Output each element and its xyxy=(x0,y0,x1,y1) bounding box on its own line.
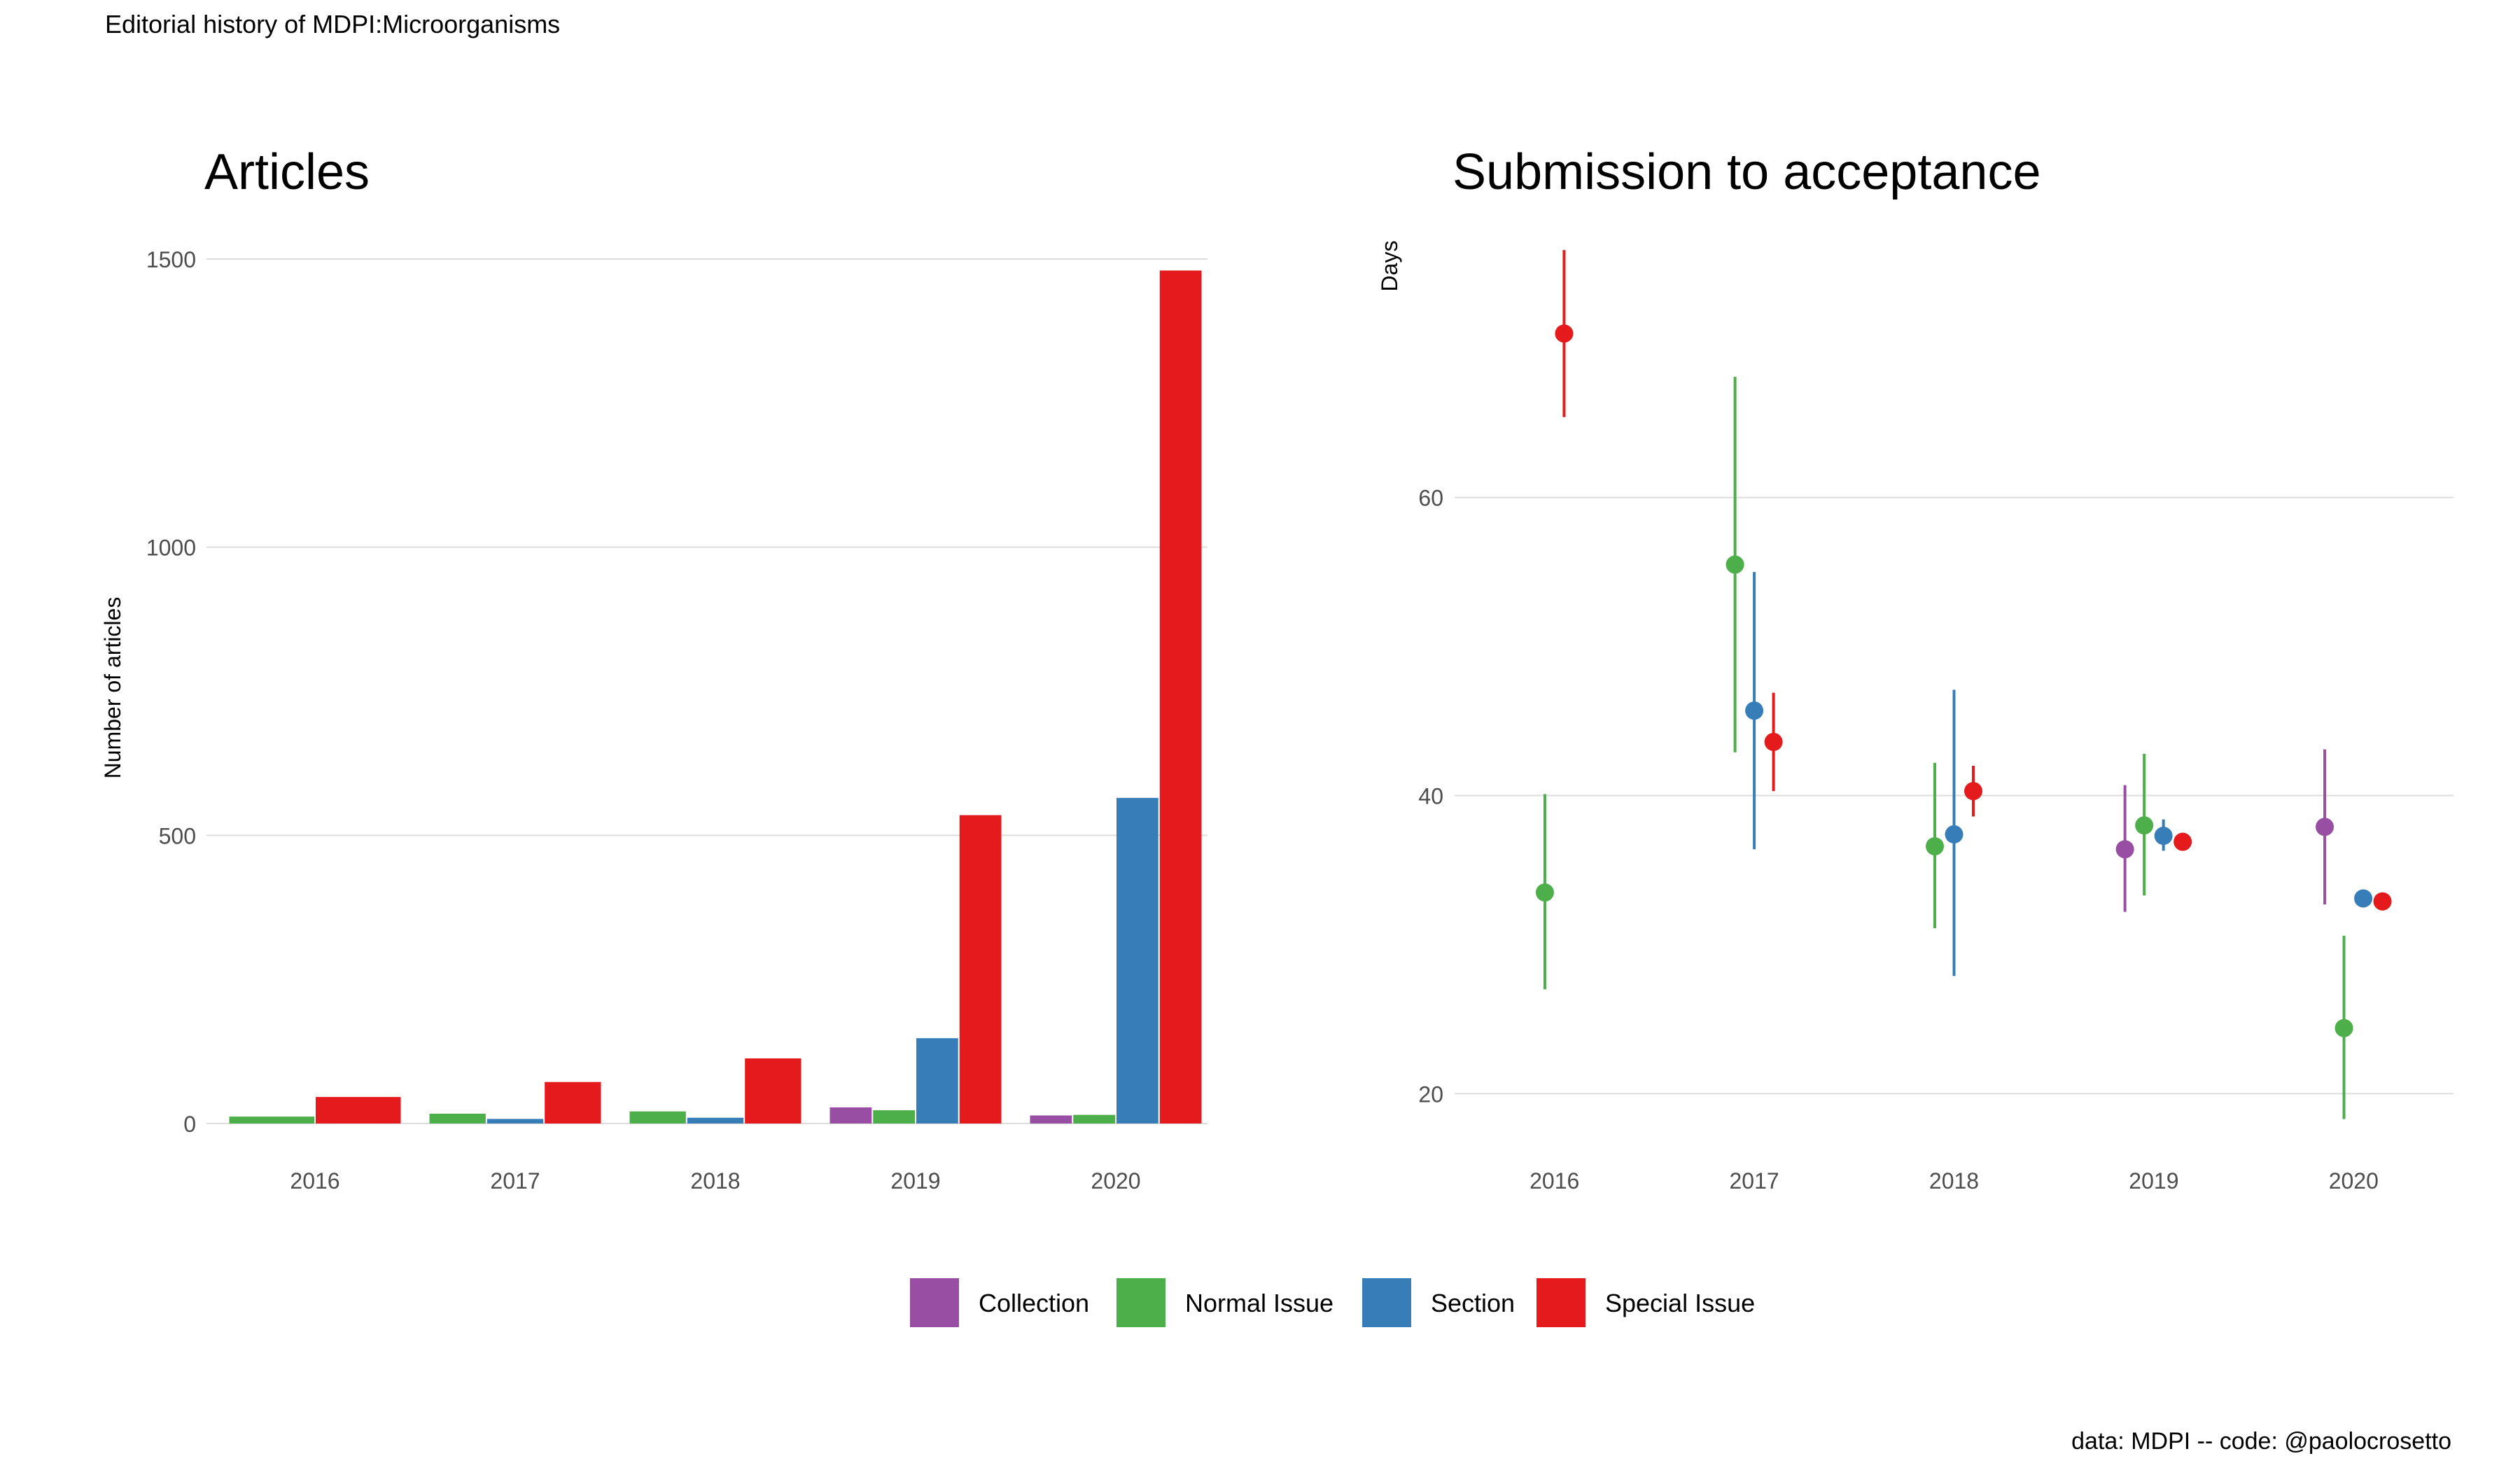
acceptance-x-tick-label: 2020 xyxy=(2329,1168,2379,1194)
acceptance-chart-title: Submission to acceptance xyxy=(1452,144,2040,200)
bar-section-2020 xyxy=(1116,797,1158,1124)
bar-special-issue-2016 xyxy=(316,1097,401,1124)
acceptance-y-axis-label: Days xyxy=(1377,241,1402,292)
bar-normal-issue-2020 xyxy=(1073,1114,1115,1124)
legend: Collection Normal Issue Section Special Iss… xyxy=(910,1278,1755,1327)
point-normal-issue-2017 xyxy=(1726,555,1744,574)
bar-special-issue-2020 xyxy=(1159,270,1202,1124)
bar-normal-issue-2019 xyxy=(873,1110,915,1124)
acceptance-y-tick-label: 40 xyxy=(1418,784,1443,809)
bar-collection-2019 xyxy=(830,1107,872,1124)
articles-chart: Articles Number of articles 0 500 1000 1500 20… xyxy=(100,144,1208,1194)
acceptance-y-tick-label: 60 xyxy=(1418,486,1443,511)
point-normal-issue-2018 xyxy=(1926,836,1944,855)
acceptance-chart: Submission to acceptance Days 20 40 60 2016 20… xyxy=(1377,144,2454,1194)
bar-collection-2020 xyxy=(1030,1115,1072,1124)
acceptance-x-tick-label: 2019 xyxy=(2129,1168,2178,1194)
articles-x-tick-label: 2020 xyxy=(1091,1168,1140,1194)
point-normal-issue-2016 xyxy=(1535,883,1554,902)
bar-section-2019 xyxy=(916,1038,958,1124)
articles-y-axis-label: Number of articles xyxy=(100,597,125,779)
legend-label-section: Section xyxy=(1431,1289,1515,1317)
articles-x-tick-label: 2017 xyxy=(490,1168,540,1194)
articles-y-tick-label: 1500 xyxy=(146,247,196,272)
legend-swatch-normal-issue xyxy=(1116,1278,1166,1327)
articles-x-tick-label: 2019 xyxy=(890,1168,940,1194)
point-normal-issue-2020 xyxy=(2334,1018,2353,1037)
point-collection-2019 xyxy=(2115,840,2134,859)
bar-section-2018 xyxy=(687,1117,744,1124)
point-special-issue-2019 xyxy=(2174,832,2192,851)
articles-x-tick-label: 2018 xyxy=(690,1168,740,1194)
point-special-issue-2016 xyxy=(1555,324,1574,343)
acceptance-x-tick-label: 2018 xyxy=(1929,1168,1979,1194)
acceptance-x-tick-label: 2016 xyxy=(1530,1168,1579,1194)
point-section-2020 xyxy=(2354,889,2373,908)
articles-y-tick-label: 1000 xyxy=(146,536,196,561)
legend-swatch-section xyxy=(1362,1278,1411,1327)
bar-section-2017 xyxy=(486,1119,544,1124)
legend-label-normal-issue: Normal Issue xyxy=(1185,1289,1334,1317)
articles-chart-title: Articles xyxy=(204,144,370,200)
articles-x-tick-label: 2016 xyxy=(290,1168,340,1194)
acceptance-x-tick-label: 2017 xyxy=(1730,1168,1779,1194)
page-caption: data: MDPI -- code: @paolocrosetto xyxy=(2071,1428,2451,1455)
legend-swatch-special-issue xyxy=(1536,1278,1586,1327)
point-special-issue-2017 xyxy=(1764,732,1783,751)
bar-special-issue-2019 xyxy=(959,815,1002,1124)
point-section-2019 xyxy=(2154,827,2173,846)
bar-special-issue-2018 xyxy=(745,1058,802,1124)
point-collection-2020 xyxy=(2316,818,2334,836)
bar-normal-issue-2018 xyxy=(629,1111,686,1124)
bar-normal-issue-2016 xyxy=(229,1116,314,1124)
point-special-issue-2018 xyxy=(1964,782,1982,801)
legend-label-collection: Collection xyxy=(979,1289,1089,1317)
legend-label-special-issue: Special Issue xyxy=(1605,1289,1755,1317)
bar-special-issue-2017 xyxy=(545,1082,601,1124)
page-title: Editorial history of MDPI:Microorganisms xyxy=(105,10,561,38)
point-special-issue-2020 xyxy=(2373,892,2392,911)
acceptance-y-tick-label: 20 xyxy=(1418,1082,1443,1107)
point-normal-issue-2019 xyxy=(2135,816,2154,835)
bar-normal-issue-2017 xyxy=(429,1114,486,1124)
point-section-2018 xyxy=(1945,825,1963,844)
articles-y-tick-label: 0 xyxy=(183,1112,196,1137)
articles-y-tick-label: 500 xyxy=(159,823,196,848)
legend-swatch-collection xyxy=(910,1278,959,1327)
point-section-2017 xyxy=(1745,701,1764,720)
